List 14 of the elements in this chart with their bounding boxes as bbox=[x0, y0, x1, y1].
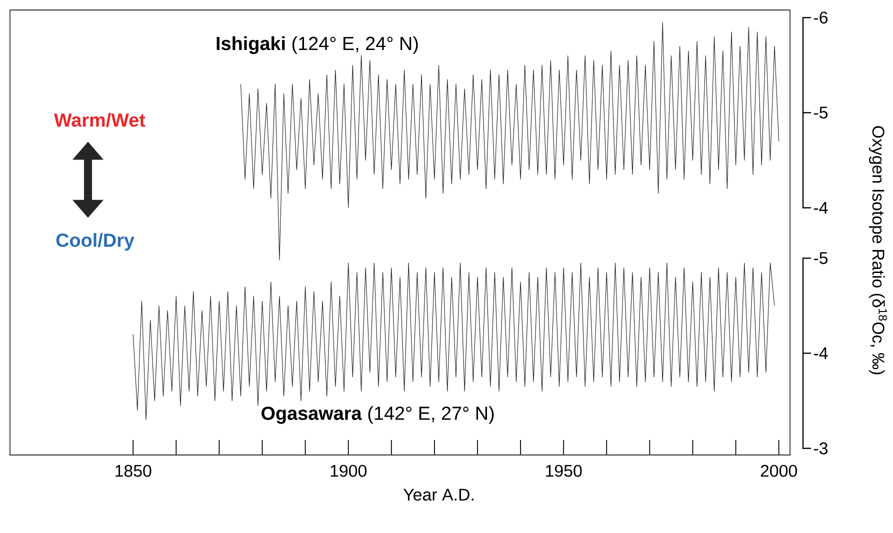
y-tick-label: -5 bbox=[814, 106, 828, 119]
y2-tick-label: -3 bbox=[814, 442, 828, 454]
y2-axis-title: Oxygen Isotope Ratio (δ$^{18}$Oc, ‰) bbox=[868, 126, 888, 374]
annotation: Warm/Wet bbox=[54, 112, 146, 127]
series-label: Ishigaki (124° E, 24° N) bbox=[216, 36, 418, 54]
x-tick-label: 1950 bbox=[546, 464, 582, 477]
x-tick-label: 2000 bbox=[760, 464, 797, 477]
annotation: Cool/Dry bbox=[56, 233, 134, 251]
x-tick-label: 1900 bbox=[330, 464, 367, 477]
y-tick-label: -4 bbox=[814, 202, 828, 214]
series-label: Ogasawara (142° E, 27° N) bbox=[262, 406, 494, 424]
x-axis-title: Year A.D. bbox=[403, 488, 474, 501]
y-tick-label: -6 bbox=[814, 12, 828, 24]
x-tick-label: 1850 bbox=[116, 464, 152, 477]
